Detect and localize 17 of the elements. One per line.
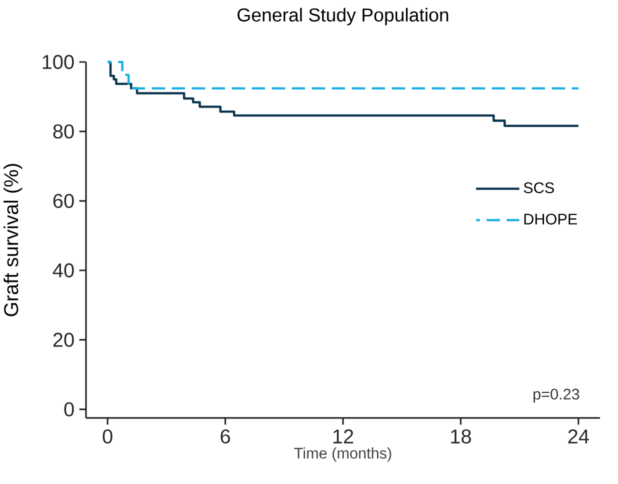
x-tick-label: 0 <box>102 429 112 444</box>
x-tick-label: 18 <box>451 429 471 444</box>
chart-title: General Study Population <box>238 8 448 26</box>
y-tick-label: 60 <box>53 194 74 208</box>
x-tick-label: 6 <box>220 429 230 444</box>
y-tick-label: 100 <box>42 54 74 70</box>
x-tick-label: 12 <box>333 429 354 444</box>
y-tick-label: 80 <box>53 124 74 139</box>
x-tick-label: 24 <box>568 429 589 444</box>
y-tick-label: 20 <box>53 332 74 347</box>
legend-label: DHOPE <box>524 214 577 225</box>
y-tick-label: 0 <box>64 402 74 416</box>
y-tick-label: 40 <box>52 263 74 278</box>
x-axis-title: Time (months) <box>294 447 392 462</box>
legend-label: SCS <box>524 182 554 194</box>
y-axis-title: Graft survival (%) <box>4 164 22 316</box>
annotation: p=0.23 <box>534 388 580 403</box>
